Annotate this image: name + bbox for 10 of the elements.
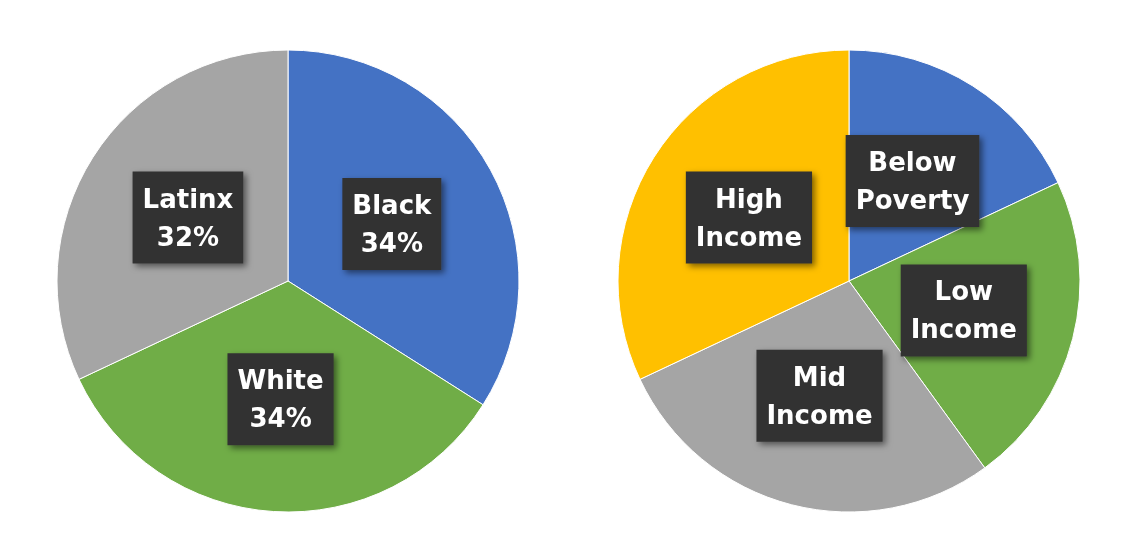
slice-label: High Income [695, 183, 803, 252]
slice-label: White [237, 365, 324, 396]
data-label: 34% [249, 403, 312, 434]
data-label: 34% [360, 227, 423, 258]
data-label: 32% [156, 221, 220, 252]
slice-label: Below Poverty [855, 146, 970, 215]
slice-label: Black [352, 189, 433, 220]
slice-label: Low Income [910, 276, 1017, 345]
slice-label: Mid Income [766, 361, 873, 430]
slice-label: Latinx [142, 183, 234, 214]
